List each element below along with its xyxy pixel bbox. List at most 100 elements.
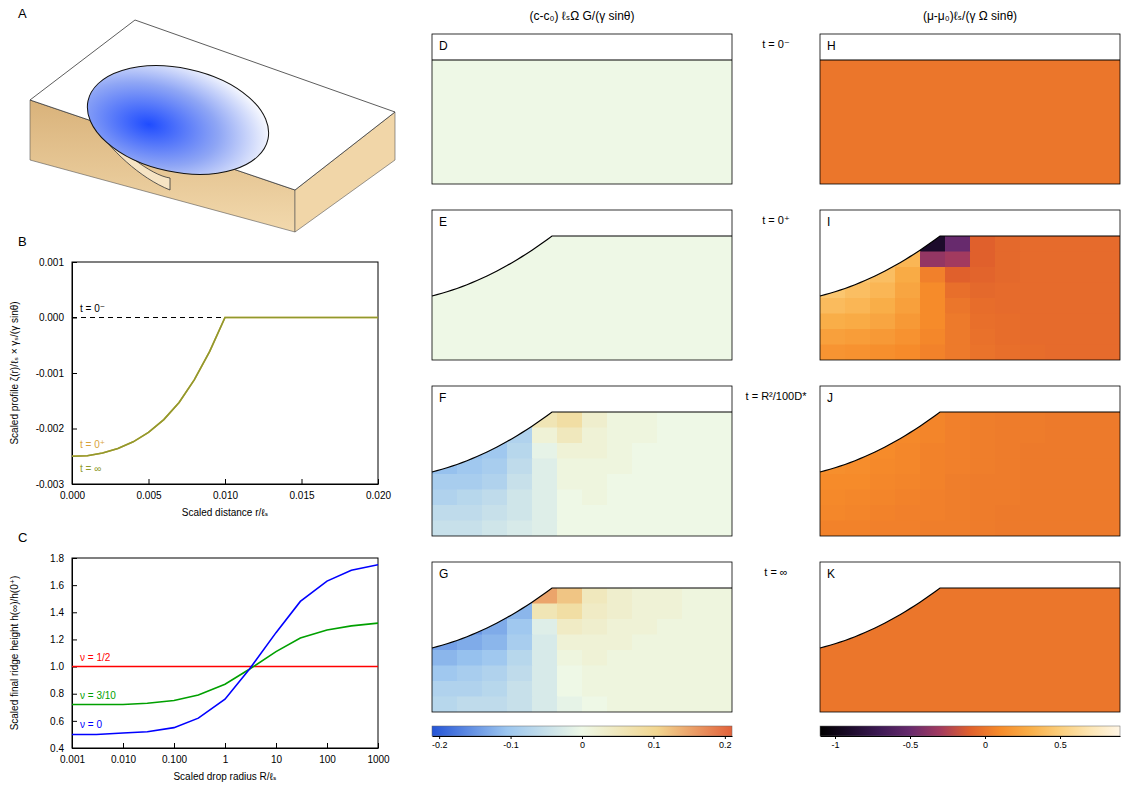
heatmap-cell xyxy=(1070,314,1096,330)
heatmap-cell xyxy=(895,474,921,490)
heatmap-cell xyxy=(870,283,896,299)
heatmap-cell xyxy=(1045,428,1071,444)
heatmap-cell xyxy=(632,521,658,537)
x-tick-mark xyxy=(149,479,150,484)
heatmap-cell xyxy=(1045,298,1071,314)
heatmap-cell xyxy=(1020,490,1046,506)
y-axis: -0.003-0.002-0.0010.0000.001 xyxy=(36,257,77,490)
heatmap-cell xyxy=(707,666,733,682)
heatmap-cell xyxy=(682,650,708,666)
x-tick-mark xyxy=(327,743,328,748)
heatmap-cell xyxy=(895,314,921,330)
heatmap-cell xyxy=(657,428,683,444)
heatmap-cell xyxy=(707,619,733,635)
heatmap-cell xyxy=(1070,505,1096,521)
heatmap-cell xyxy=(482,443,508,459)
heatmap-cell xyxy=(582,650,608,666)
series-line xyxy=(72,565,378,735)
heatmap-cell xyxy=(482,635,508,651)
heatmap-cell xyxy=(845,428,871,444)
heatmap-cell xyxy=(1045,443,1071,459)
heatmap-cell xyxy=(682,697,708,713)
heatmap-cell xyxy=(970,443,996,459)
x-tick-label: 0.100 xyxy=(162,754,187,765)
heatmap-cell xyxy=(920,443,946,459)
heatmap-cell xyxy=(682,505,708,521)
heatmap-cell xyxy=(820,505,846,521)
heatmap-cell xyxy=(532,635,558,651)
y-tick-mark xyxy=(72,639,77,640)
heatmap-cell xyxy=(870,412,896,428)
y-tick: 0.000 xyxy=(39,312,77,323)
heatmap-cell xyxy=(1020,345,1046,361)
heatmap-cell xyxy=(945,490,971,506)
heatmap-cell xyxy=(945,314,971,330)
heatmap-cell xyxy=(557,666,583,682)
heatmap-cell xyxy=(820,267,846,283)
heatmap-cell xyxy=(482,604,508,620)
x-tick: 0.020 xyxy=(366,479,391,501)
heatmap-cell xyxy=(970,252,996,268)
heatmap-cell xyxy=(507,490,533,506)
heatmap-cell xyxy=(845,314,871,330)
panel-frame xyxy=(432,210,732,360)
heatmap-cell xyxy=(507,681,533,697)
heatmap-cell xyxy=(507,619,533,635)
heatmap-cell xyxy=(920,521,946,537)
heatmap-cell xyxy=(820,474,846,490)
heatmap-cell xyxy=(845,490,871,506)
heatmap-cells xyxy=(820,588,1121,713)
heatmap-cell xyxy=(1070,428,1096,444)
heatmap-cell xyxy=(657,619,683,635)
heatmap-cell xyxy=(682,459,708,475)
substrate-top xyxy=(30,20,395,190)
heatmap-cells xyxy=(820,412,1121,537)
heatmap-cell xyxy=(607,443,633,459)
heatmap-cell xyxy=(482,588,508,604)
panel-letter: F xyxy=(439,391,446,405)
y-tick-label: -0.003 xyxy=(36,479,65,490)
heatmap-cell xyxy=(1095,298,1121,314)
panel-background xyxy=(432,386,732,536)
heatmap-cell xyxy=(820,60,1121,185)
colorbar-tick-mark xyxy=(725,736,726,739)
y-tick-label: 0.8 xyxy=(50,688,64,699)
heatmap-cell xyxy=(632,697,658,713)
heatmap-cell xyxy=(895,329,921,345)
heatmap-cell xyxy=(507,443,533,459)
colorbar xyxy=(432,726,732,736)
heatmap-cell xyxy=(707,588,733,604)
x-tick: 1 xyxy=(223,743,229,765)
heatmap-cell xyxy=(1070,267,1096,283)
y-tick: -0.002 xyxy=(36,423,77,434)
heatmap-cell xyxy=(1070,443,1096,459)
x-tick: 0.005 xyxy=(136,479,161,501)
heatmap-cell xyxy=(995,283,1021,299)
heatmap-cell xyxy=(1045,521,1071,537)
heatmap-cell xyxy=(1020,474,1046,490)
heatmap-cell xyxy=(432,60,733,185)
heatmap-cell xyxy=(482,490,508,506)
heatmap-cell xyxy=(432,459,458,475)
heatmap-cell xyxy=(507,650,533,666)
heatmap-cell xyxy=(682,635,708,651)
heatmap-cell xyxy=(532,521,558,537)
heatmap-cell xyxy=(582,443,608,459)
heatmap-cell xyxy=(532,459,558,475)
heatmap-cell xyxy=(557,697,583,713)
heatmap-cell xyxy=(432,604,458,620)
heatmap-cell xyxy=(995,428,1021,444)
panel-letter: I xyxy=(827,215,830,229)
heatmap-cell xyxy=(657,666,683,682)
heatmap-cell xyxy=(820,236,846,252)
plot-frame xyxy=(72,558,378,748)
heatmap-cell xyxy=(457,681,483,697)
heatmap-cell xyxy=(1045,267,1071,283)
heatmap-cell xyxy=(920,283,946,299)
heatmap-cell xyxy=(707,604,733,620)
heatmap-cell xyxy=(582,666,608,682)
heatmap-cell xyxy=(1070,459,1096,475)
colorbar-axis-line xyxy=(821,736,1121,737)
substrate-surface xyxy=(820,236,1120,296)
heatmap-cell xyxy=(970,329,996,345)
